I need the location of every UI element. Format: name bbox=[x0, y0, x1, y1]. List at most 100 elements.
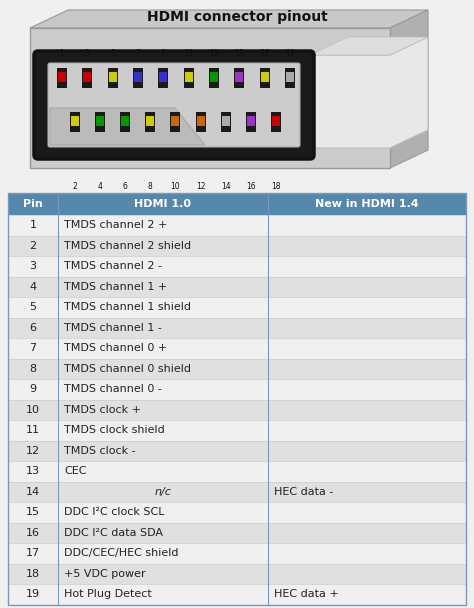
Bar bbox=[8, 461, 466, 482]
Bar bbox=[183, 68, 194, 88]
Text: 1: 1 bbox=[60, 49, 64, 58]
Text: HEC data -: HEC data - bbox=[274, 487, 333, 497]
Bar bbox=[8, 399, 466, 420]
Bar bbox=[210, 72, 218, 82]
Text: 1: 1 bbox=[29, 220, 36, 230]
Text: 14: 14 bbox=[26, 487, 40, 497]
Bar bbox=[8, 543, 466, 564]
Text: 6: 6 bbox=[29, 323, 36, 333]
Bar bbox=[260, 68, 270, 88]
Text: 19: 19 bbox=[285, 49, 295, 58]
Text: 16: 16 bbox=[246, 182, 255, 191]
Text: TMDS channel 0 -: TMDS channel 0 - bbox=[64, 384, 162, 394]
Bar bbox=[134, 72, 142, 82]
Bar bbox=[8, 193, 466, 215]
Text: HDMI 1.0: HDMI 1.0 bbox=[135, 199, 191, 209]
Text: DDC/CEC/HEC shield: DDC/CEC/HEC shield bbox=[64, 548, 179, 558]
Text: +5 VDC power: +5 VDC power bbox=[64, 568, 146, 579]
Text: 5: 5 bbox=[110, 49, 115, 58]
Bar bbox=[286, 72, 294, 82]
Bar bbox=[8, 564, 466, 584]
Text: 10: 10 bbox=[26, 405, 40, 415]
Text: 5: 5 bbox=[29, 302, 36, 313]
Bar bbox=[272, 116, 280, 126]
Polygon shape bbox=[30, 10, 428, 28]
Text: 16: 16 bbox=[26, 528, 40, 537]
Text: 18: 18 bbox=[26, 568, 40, 579]
Bar bbox=[222, 116, 230, 126]
Bar bbox=[8, 482, 466, 502]
Text: New in HDMI 1.4: New in HDMI 1.4 bbox=[315, 199, 419, 209]
Bar bbox=[159, 72, 167, 82]
Bar bbox=[96, 116, 104, 126]
Bar bbox=[83, 72, 91, 82]
Text: TMDS channel 0 shield: TMDS channel 0 shield bbox=[64, 364, 191, 374]
Bar bbox=[57, 68, 67, 88]
Text: 17: 17 bbox=[260, 49, 270, 58]
Text: TMDS clock shield: TMDS clock shield bbox=[64, 425, 165, 435]
Bar bbox=[108, 68, 118, 88]
Bar bbox=[120, 112, 130, 132]
FancyBboxPatch shape bbox=[34, 51, 314, 159]
Text: 13: 13 bbox=[209, 49, 219, 58]
Text: 8: 8 bbox=[148, 182, 153, 191]
Bar bbox=[158, 68, 168, 88]
Text: 9: 9 bbox=[161, 49, 166, 58]
Text: 2: 2 bbox=[73, 182, 77, 191]
Polygon shape bbox=[390, 10, 428, 168]
Bar bbox=[8, 297, 466, 317]
Bar bbox=[221, 112, 231, 132]
Bar bbox=[30, 28, 390, 168]
Text: 8: 8 bbox=[29, 364, 36, 374]
Bar bbox=[8, 420, 466, 441]
Text: 19: 19 bbox=[26, 589, 40, 599]
Text: 2: 2 bbox=[29, 241, 36, 250]
Text: TMDS clock +: TMDS clock + bbox=[64, 405, 141, 415]
Bar bbox=[8, 584, 466, 604]
Text: TMDS channel 0 +: TMDS channel 0 + bbox=[64, 344, 167, 353]
Bar bbox=[8, 502, 466, 522]
Bar bbox=[146, 112, 155, 132]
Bar bbox=[58, 72, 66, 82]
Text: 3: 3 bbox=[85, 49, 90, 58]
Text: TMDS clock -: TMDS clock - bbox=[64, 446, 136, 456]
Text: HEC data +: HEC data + bbox=[274, 589, 339, 599]
Text: Hot Plug Detect: Hot Plug Detect bbox=[64, 589, 152, 599]
Text: 9: 9 bbox=[29, 384, 36, 394]
Bar bbox=[95, 112, 105, 132]
Text: 12: 12 bbox=[26, 446, 40, 456]
Text: 6: 6 bbox=[123, 182, 128, 191]
Text: 17: 17 bbox=[26, 548, 40, 558]
Bar bbox=[235, 72, 243, 82]
Text: 13: 13 bbox=[26, 466, 40, 476]
Text: 10: 10 bbox=[171, 182, 180, 191]
Bar bbox=[234, 68, 244, 88]
Bar bbox=[8, 359, 466, 379]
Text: 4: 4 bbox=[29, 282, 36, 292]
Bar bbox=[70, 112, 80, 132]
Text: TMDS channel 2 shield: TMDS channel 2 shield bbox=[64, 241, 191, 250]
Bar bbox=[8, 256, 466, 277]
Bar bbox=[82, 68, 92, 88]
Text: 4: 4 bbox=[98, 182, 102, 191]
Text: DDC I²C data SDA: DDC I²C data SDA bbox=[64, 528, 163, 537]
Text: 12: 12 bbox=[196, 182, 205, 191]
Bar bbox=[8, 215, 466, 235]
Bar bbox=[8, 522, 466, 543]
Text: 7: 7 bbox=[29, 344, 36, 353]
Text: TMDS channel 2 -: TMDS channel 2 - bbox=[64, 261, 162, 271]
Bar bbox=[146, 116, 155, 126]
Bar bbox=[121, 116, 129, 126]
Text: TMDS channel 2 +: TMDS channel 2 + bbox=[64, 220, 167, 230]
Text: CEC: CEC bbox=[64, 466, 86, 476]
Text: TMDS channel 1 shield: TMDS channel 1 shield bbox=[64, 302, 191, 313]
Bar bbox=[8, 193, 466, 604]
Bar bbox=[185, 72, 192, 82]
Bar bbox=[71, 116, 79, 126]
Bar bbox=[133, 68, 143, 88]
Text: 3: 3 bbox=[29, 261, 36, 271]
Polygon shape bbox=[310, 37, 428, 55]
Bar bbox=[261, 72, 269, 82]
Text: 15: 15 bbox=[26, 507, 40, 517]
Text: TMDS channel 1 -: TMDS channel 1 - bbox=[64, 323, 162, 333]
